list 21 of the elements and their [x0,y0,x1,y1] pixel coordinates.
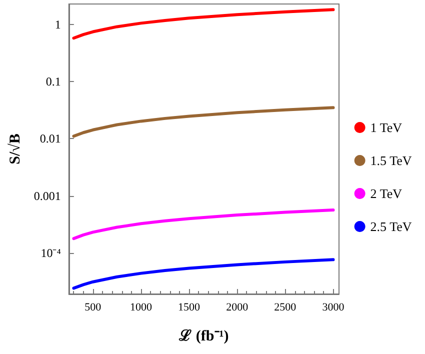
line-series [72,8,335,40]
y-tick-label: 10⁻⁴ [40,246,61,260]
line-series [72,208,335,240]
legend-label: 1 TeV [370,120,403,135]
legend-label: 2 TeV [370,186,403,201]
x-tick-label: 2500 [274,302,297,314]
y-tick-label: 0.01 [40,132,61,146]
x-tick-label: 1500 [178,302,201,314]
x-tick-label: 1000 [130,302,152,314]
y-tick-label: 1 [54,18,61,32]
line-series [72,106,335,138]
line-series [72,258,335,290]
y-tick-label: 0.001 [34,188,61,203]
legend-label: 1.5 TeV [370,153,412,168]
x-tick-label: 500 [84,302,102,314]
x-tick-label: 2000 [226,302,249,314]
x-axis-title: ℒ (fb⁻¹) [178,328,229,344]
x-tick-label: 3000 [322,302,345,314]
y-axis-title: S/√B [8,134,24,164]
legend-label: 2.5 TeV [370,219,412,234]
y-tick-label: 0.1 [46,74,61,89]
